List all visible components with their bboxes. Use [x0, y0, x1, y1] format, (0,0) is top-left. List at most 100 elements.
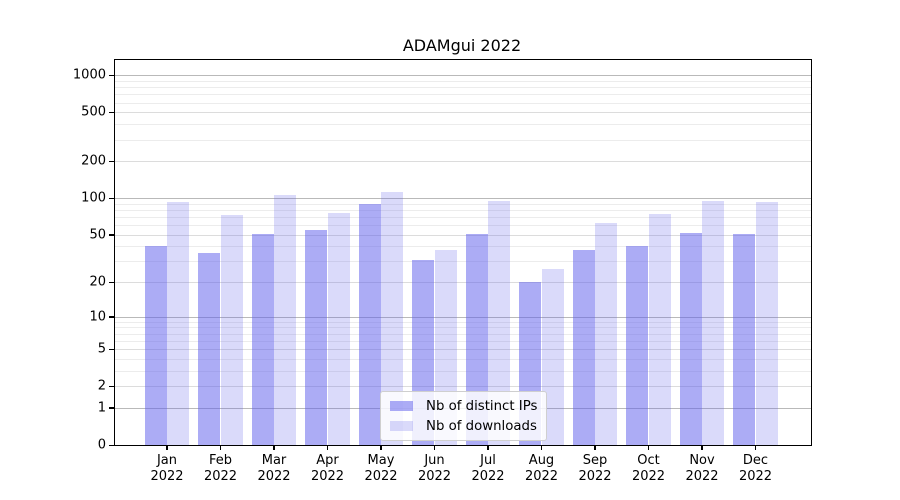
x-tick-label-jul: Jul 2022 — [471, 453, 504, 485]
bar-downloads-may — [381, 192, 404, 445]
legend-swatch-downloads — [390, 421, 413, 431]
x-tickmark-nov — [701, 445, 703, 450]
x-label-month: Jun — [424, 453, 445, 468]
bar-distinct-ips-jan — [144, 246, 167, 445]
y-tick-label-500: 500 — [81, 104, 106, 120]
gridline-minor-400 — [115, 124, 811, 126]
bar-downloads-jul — [488, 200, 511, 445]
x-label-year: 2022 — [417, 469, 452, 484]
gridline-minor-8 — [115, 327, 811, 329]
x-tickmark-mar — [273, 445, 275, 450]
gridline-minor-4 — [115, 358, 811, 360]
x-label-year: 2022 — [364, 469, 398, 484]
gridline-minor-70 — [115, 216, 811, 218]
bar-distinct-ips-oct — [626, 246, 649, 445]
gridline-50 — [115, 234, 811, 236]
y-tickmark-50 — [109, 234, 114, 236]
x-label-month: Jan — [156, 453, 178, 468]
y-tickmark-0 — [109, 444, 114, 446]
y-tick-label-50: 50 — [89, 227, 106, 243]
gridline-minor-80 — [115, 209, 811, 211]
x-tickmark-oct — [647, 445, 650, 450]
x-label-year: 2022 — [685, 469, 719, 484]
x-label-month: Mar — [261, 453, 287, 468]
gridline-200 — [115, 161, 811, 163]
x-tickmark-dec — [754, 445, 757, 450]
y-tickmark-5 — [109, 348, 114, 351]
bar-downloads-nov — [702, 200, 725, 445]
gridline-minor-60 — [115, 225, 811, 227]
chart-title: ADAMgui 2022 — [402, 36, 522, 55]
x-tick-label-mar: Mar 2022 — [257, 453, 290, 485]
y-tick-label-100: 100 — [81, 190, 106, 206]
bar-downloads-dec — [755, 202, 778, 445]
gridline-minor-800 — [115, 87, 811, 89]
gridline-minor-30 — [115, 261, 811, 263]
x-label-month: Dec — [742, 453, 769, 468]
x-label-month: Jul — [480, 453, 496, 468]
y-tick-label-1: 1 — [97, 400, 106, 416]
x-tick-label-jun: Jun 2022 — [418, 453, 451, 485]
gridline-minor-6 — [115, 340, 811, 342]
x-tick-label-jan: Jan 2022 — [150, 453, 183, 485]
legend-label-downloads: Nb of downloads — [426, 418, 537, 434]
y-tickmark-200 — [109, 160, 114, 163]
y-tickmark-2 — [109, 385, 114, 388]
x-tickmark-aug — [540, 445, 543, 450]
x-tick-label-dec: Dec 2022 — [739, 453, 772, 485]
x-label-year: 2022 — [203, 469, 238, 484]
x-label-month: Oct — [637, 453, 660, 468]
bar-downloads-aug — [541, 268, 564, 445]
y-tickmark-100 — [109, 197, 114, 199]
gridline-500 — [115, 112, 811, 114]
x-tick-label-apr: Apr 2022 — [311, 453, 344, 485]
y-tick-label-5: 5 — [97, 341, 106, 357]
gridline-20 — [115, 282, 811, 284]
gridline-1000 — [115, 75, 811, 77]
legend-label-distinct-ips: Nb of distinct IPs — [426, 398, 538, 414]
plot-area: 0 1 2 5 10 20 50 100 200 500 1000 Jan 2022 Feb 2022 Mar… — [73, 59, 812, 484]
bar-downloads-mar — [274, 195, 297, 445]
bar-downloads-sep — [595, 223, 618, 445]
y-tickmark-20 — [109, 281, 114, 283]
y-tickmark-10 — [109, 316, 114, 318]
x-tick-label-may: May 2022 — [364, 453, 397, 485]
y-tick-label-20: 20 — [89, 274, 106, 290]
x-label-month: May — [367, 453, 395, 468]
bar-distinct-ips-dec — [733, 233, 756, 445]
gridline-minor-300 — [115, 139, 811, 141]
bar-distinct-ips-nov — [679, 232, 702, 445]
x-label-month: Apr — [316, 453, 339, 468]
gridline-minor-90 — [115, 203, 811, 205]
bar-distinct-ips-apr — [305, 229, 328, 445]
gridline-minor-9 — [115, 321, 811, 323]
legend: Nb of distinct IPs Nb of downloads — [380, 391, 548, 441]
y-tick-label-2: 2 — [97, 378, 106, 394]
gridline-minor-7 — [115, 333, 811, 335]
y-tick-label-1000: 1000 — [72, 67, 106, 83]
bar-distinct-ips-sep — [572, 250, 595, 445]
gridline-minor-3 — [115, 370, 811, 372]
x-label-month: Feb — [208, 453, 233, 468]
x-label-year: 2022 — [257, 469, 291, 484]
gridline-2 — [115, 386, 811, 388]
x-label-month: Aug — [528, 453, 555, 468]
y-tick-label-10: 10 — [89, 309, 106, 325]
x-label-year: 2022 — [150, 469, 184, 484]
y-tickmark-1000 — [109, 74, 114, 77]
bar-downloads-oct — [648, 213, 671, 445]
gridline-5 — [115, 349, 811, 351]
x-tickmark-may — [380, 445, 382, 450]
x-tick-label-nov: Nov 2022 — [685, 453, 718, 485]
x-tickmark-apr — [326, 445, 329, 450]
y-tick-label-0: 0 — [97, 437, 106, 453]
gridline-minor-40 — [115, 246, 811, 248]
legend-item-distinct-ips: Nb of distinct IPs — [390, 396, 537, 416]
x-tickmark-jul — [487, 445, 489, 450]
y-tickmark-1 — [109, 407, 114, 409]
x-tickmark-jun — [433, 445, 436, 450]
gridline-minor-600 — [115, 102, 811, 104]
bar-downloads-apr — [327, 213, 350, 445]
bar-distinct-ips-mar — [251, 233, 274, 445]
